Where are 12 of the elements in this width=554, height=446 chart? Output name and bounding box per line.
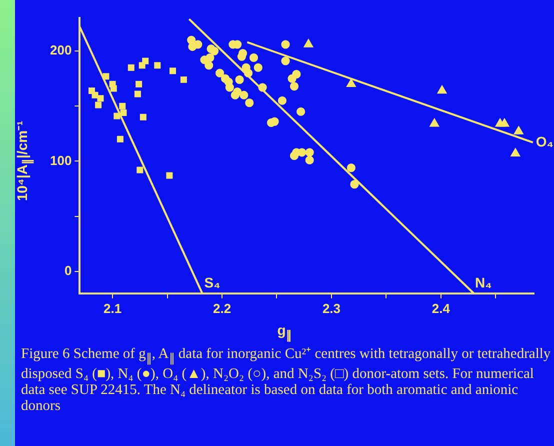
annotation: N₄ (474, 274, 492, 290)
x-axis-title: g$_{∥}$ (276, 322, 293, 342)
y-tick-label: 200 (50, 42, 72, 58)
x-tick-label: 2.1 (103, 300, 122, 316)
x-tick-label: 2.2 (212, 300, 232, 316)
caption: Figure 6 Scheme of g$_{∥}$, A$_{∥}$ data for inorganic Cu²⁺ centres with tetragonally or tetrahedrally disposed S₄ (■), N₄ (●), O₄ (▲), N₂O₂ (○), and N₂S₂ (□) donor-atom sets. For numerical data see SUP 22415. The N₄ delineator is based on data for both aromatic and anionic donors (21, 346, 552, 414)
y-tick-label: 0 (64, 262, 72, 278)
annotation: S₄ (204, 274, 220, 290)
annotation: O₄ (536, 133, 554, 150)
x-tick-label: 2.4 (432, 300, 451, 316)
y-tick-label: 100 (50, 152, 72, 168)
x-tick-label: 2.3 (322, 300, 341, 316)
